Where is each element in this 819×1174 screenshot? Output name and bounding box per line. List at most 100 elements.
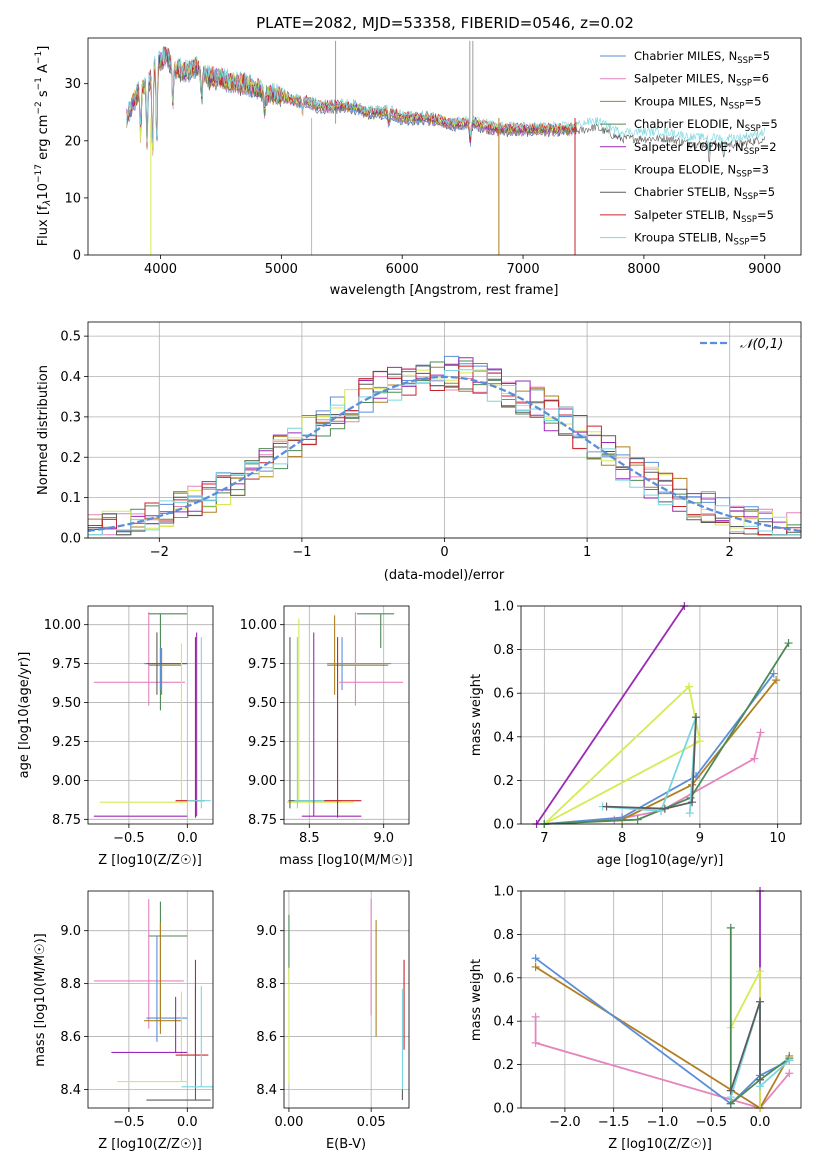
y-tick-label: 10.00 — [44, 618, 81, 633]
weight-marker — [756, 967, 765, 976]
y-tick-label: 8.6 — [256, 1030, 277, 1045]
residual-distribution-panel: −2 −1 0 1 2 0.0 0.1 0.2 0.3 0.4 0.5 𝒩(0,1) (data-m… — [36, 321, 802, 583]
y-tick-label: 0.3 — [60, 410, 81, 425]
mass-vs-extinction-panel: 0.00 0.05 8.4 8.6 8.8 9.0 — [256, 890, 410, 1130]
y-tick-label: 8.75 — [248, 813, 277, 828]
x-tick-label: 7 — [540, 831, 548, 846]
y-tick-label: 0.6 — [493, 971, 514, 986]
weight-marker — [756, 997, 765, 1006]
spectrum-y-label: Flux [fλ10−17 erg cm−2 s−1 A−1] — [34, 46, 53, 247]
x-tick-label: −1.0 — [647, 1115, 679, 1130]
y-tick-label: 20 — [64, 134, 81, 149]
x-tick-label: 9000 — [748, 262, 781, 277]
x-tick-label: 0.05 — [357, 1115, 386, 1130]
y-tick-label: 0.6 — [493, 687, 514, 702]
y-tick-label: 9.75 — [52, 657, 81, 672]
weight-line — [544, 679, 777, 825]
age-vs-metallicity-panel: −0.5 0.0 8.75 9.00 9.25 9.50 9.75 10.00 — [44, 605, 214, 846]
wage-x-label: age [log10(age/yr)] — [597, 853, 724, 868]
y-tick-label: 0.2 — [60, 451, 81, 466]
legend-label: Chabrier ELODIE, NSSP=5 — [634, 117, 778, 134]
axes-frame — [283, 890, 410, 1109]
spectrum-series-lines — [126, 40, 765, 255]
y-tick-label: 0.8 — [493, 928, 514, 943]
x-tick-label: 0.0 — [750, 1115, 771, 1130]
axes-frame — [87, 605, 214, 825]
y-tick-label: 30 — [64, 77, 81, 92]
weight-line — [730, 970, 761, 1108]
x-tick-label: 0.0 — [177, 1115, 198, 1130]
y-tick-label: 0 — [73, 249, 81, 264]
axes-frame — [520, 605, 802, 825]
normal-distribution-curve — [87, 375, 802, 533]
legend-label: Salpeter ELODIE, NSSP=2 — [634, 140, 777, 157]
y-tick-label: 9.50 — [52, 696, 81, 711]
x-tick-label: −0.5 — [695, 1115, 727, 1130]
y-tick-label: 1.0 — [493, 600, 514, 615]
weight-line — [534, 1016, 790, 1110]
weight-marker — [531, 1012, 540, 1021]
axes-frame — [520, 890, 802, 1109]
weight-marker — [531, 1038, 540, 1047]
y-tick-label: 0.8 — [493, 643, 514, 658]
agemass-x-label: mass [log10(M/M☉)] — [279, 853, 412, 868]
x-tick-label: 0.0 — [177, 831, 198, 846]
y-tick-label: 9.75 — [248, 657, 277, 672]
weight-line — [729, 1001, 761, 1091]
y-tick-label: 0.4 — [493, 1015, 514, 1030]
weight-marker — [726, 923, 735, 932]
weight-marker — [784, 639, 793, 648]
weight-marker — [695, 737, 704, 746]
x-tick-label: −1.5 — [598, 1115, 630, 1130]
residual-histogram — [88, 369, 801, 536]
massebv-x-label: E(B-V) — [326, 1137, 366, 1152]
mass-vs-metallicity-panel: −0.5 0.0 8.4 8.6 8.8 9.0 — [60, 890, 214, 1130]
x-tick-label: −0.5 — [113, 831, 145, 846]
massZ-y-label: mass [log10(M/M☉)] — [33, 933, 48, 1066]
y-tick-label: 8.4 — [60, 1083, 81, 1098]
residual-histogram — [88, 365, 801, 536]
x-tick-label: 8000 — [627, 262, 660, 277]
weight-marker — [688, 798, 697, 807]
weight-vs-age-panel: 7 8 9 10 0.0 0.2 0.4 0.6 0.8 1.0 — [493, 600, 802, 846]
weight-marker — [685, 809, 694, 818]
x-tick-label: 1 — [583, 545, 591, 560]
wZ-x-label: Z [log10(Z/Z☉)] — [608, 1137, 712, 1152]
residual-histograms — [88, 355, 801, 536]
y-tick-label: 0.0 — [60, 532, 81, 547]
weight-marker — [772, 676, 781, 685]
ageZ-y-label: age [log10(age/yr)] — [17, 652, 32, 779]
legend-label: Chabrier STELIB, NSSP=5 — [634, 185, 775, 202]
weight-vs-metallicity-panel: −2.0 −1.5 −1.0 −0.5 0.0 0.0 0.2 0.4 0.6 0.8 1.0 — [493, 885, 802, 1130]
x-tick-label: −2 — [150, 545, 169, 560]
x-tick-label: 4000 — [144, 262, 177, 277]
x-tick-label: 9 — [696, 831, 704, 846]
y-tick-label: 10.00 — [240, 618, 277, 633]
y-tick-label: 10 — [64, 191, 81, 206]
weight-marker — [726, 1086, 735, 1095]
weight-marker — [660, 804, 669, 813]
x-tick-label: 8.5 — [299, 831, 320, 846]
y-tick-label: 1.0 — [493, 885, 514, 900]
x-tick-label: 10 — [769, 831, 786, 846]
y-tick-label: 0.2 — [493, 774, 514, 789]
y-tick-label: 0.4 — [493, 730, 514, 745]
axes-frame — [283, 605, 410, 825]
weight-line — [614, 732, 762, 821]
legend-label: Salpeter MILES, NSSP=6 — [634, 72, 769, 89]
weight-line — [544, 673, 775, 825]
y-tick-label: 8.4 — [256, 1083, 277, 1098]
spectrum-x-label: wavelength [Angstrom, rest frame] — [330, 283, 559, 298]
figure-title: PLATE=2082, MJD=53358, FIBERID=0546, z=0… — [256, 14, 634, 32]
x-tick-label: −1 — [292, 545, 311, 560]
legend-label: Kroupa MILES, NSSP=5 — [634, 94, 761, 111]
y-tick-label: 9.25 — [52, 735, 81, 750]
spectrum-ticks: 4000 5000 6000 7000 8000 9000 0 10 20 30 — [64, 77, 781, 277]
legend-label: Salpeter STELIB, NSSP=5 — [634, 208, 774, 225]
residual-grid: −2 −1 0 1 2 0.0 0.1 0.2 0.3 0.4 0.5 — [60, 322, 801, 560]
weight-marker — [531, 954, 540, 963]
weight-marker — [633, 815, 642, 824]
y-tick-label: 0.0 — [493, 1102, 514, 1117]
weight-line — [606, 717, 697, 810]
